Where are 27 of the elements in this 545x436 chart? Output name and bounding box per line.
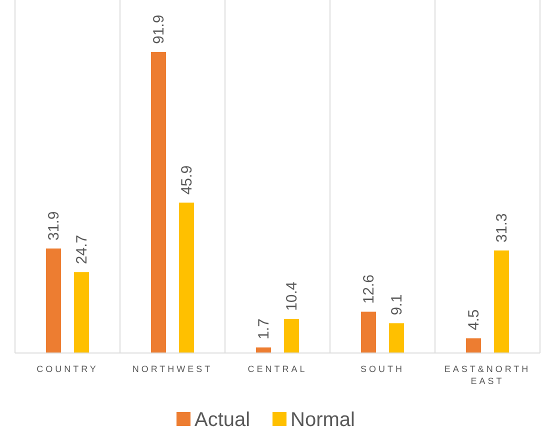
bar <box>256 347 271 353</box>
x-tick-label: EAST&NORTH EAST <box>444 364 531 386</box>
x-tick-label: COUNTRY <box>36 364 98 374</box>
bar <box>46 248 61 353</box>
bar <box>284 318 299 353</box>
data-label: 10.4 <box>284 282 300 311</box>
bar <box>494 250 509 353</box>
data-label: 91.9 <box>150 14 168 44</box>
data-label: 31.9 <box>46 211 62 241</box>
data-label: 24.7 <box>74 234 90 264</box>
legend-label: Actual <box>194 409 250 431</box>
data-label: 9.1 <box>388 294 406 316</box>
data-label: 31.3 <box>494 213 510 242</box>
x-tick-label: SOUTH <box>360 364 404 374</box>
legend-label: Normal <box>290 409 355 431</box>
bar <box>389 323 404 353</box>
data-label: 4.5 <box>466 309 482 330</box>
data-label: 1.7 <box>256 318 272 340</box>
bar <box>361 312 376 353</box>
bar <box>151 52 166 353</box>
bar <box>179 202 194 353</box>
data-label: 12.6 <box>360 274 378 304</box>
x-tick-label: CENTRAL <box>248 364 308 374</box>
x-tick-label: NORTHWEST <box>132 364 213 374</box>
bar <box>74 272 89 353</box>
bar <box>466 338 481 353</box>
data-label: 45.9 <box>178 165 196 195</box>
